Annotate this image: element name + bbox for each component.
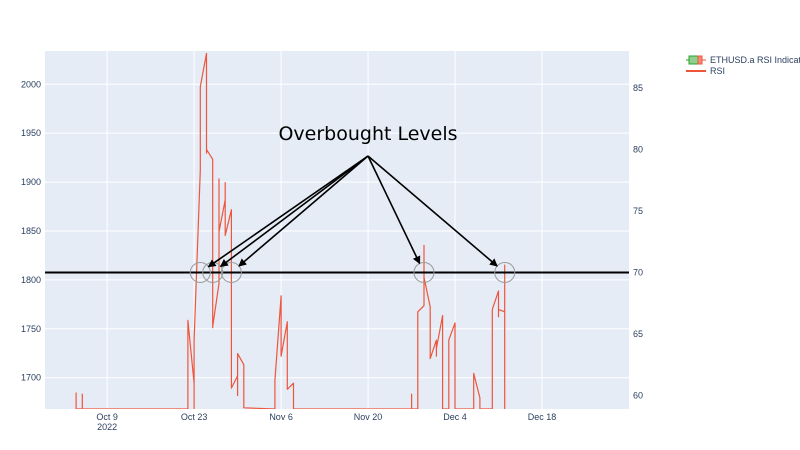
y-left-tick-label: 1750 [21, 324, 41, 334]
y-right-tick-label: 70 [633, 267, 643, 277]
y-left-tick-label: 1850 [21, 226, 41, 236]
annotation-text: Overbought Levels [278, 123, 457, 145]
x-tick-label: Dec 18 [528, 412, 557, 422]
y-left-tick-label: 1700 [21, 373, 41, 383]
y-left-tick-label: 1800 [21, 275, 41, 285]
overbought-marker [413, 261, 435, 283]
y-right-tick-label: 65 [633, 329, 643, 339]
plot-area [45, 51, 629, 409]
annotation-arrow [367, 155, 421, 265]
rsi-series-line [75, 52, 506, 409]
annotation-arrow [367, 155, 498, 267]
annotation-arrow [219, 155, 369, 268]
y-right-tick-label: 80 [633, 144, 643, 154]
overbought-marker [220, 261, 242, 283]
x-tick-label: Dec 4 [443, 412, 467, 422]
annotation-layer: Overbought Levels [207, 123, 498, 268]
legend-label: ETHUSD.a RSI Indicator [710, 55, 800, 65]
marker-layer [189, 261, 516, 283]
y-right-tick-label: 75 [633, 206, 643, 216]
legend-candle-body-down [697, 55, 703, 65]
y-left-tick-label: 1900 [21, 177, 41, 187]
x-tick-label: Oct 9 [96, 412, 118, 422]
legend-candle-body-up [688, 55, 699, 65]
legend-label: RSI [710, 66, 725, 76]
annotation-arrow [207, 155, 369, 268]
y-right-tick-label: 60 [633, 390, 643, 400]
y-right-tick-label: 85 [633, 83, 643, 93]
x-tick-label: Nov 20 [354, 412, 383, 422]
x-tick-label: Oct 23 [181, 412, 208, 422]
x-tick-sublabel: 2022 [97, 422, 117, 432]
annotation-arrow [238, 155, 369, 267]
overbought-marker [189, 261, 211, 283]
y-left-tick-label: 1950 [21, 128, 41, 138]
overbought-marker [494, 261, 516, 283]
y-left-tick-label: 2000 [21, 79, 41, 89]
x-tick-label: Nov 6 [269, 412, 293, 422]
series-layer [45, 52, 629, 409]
